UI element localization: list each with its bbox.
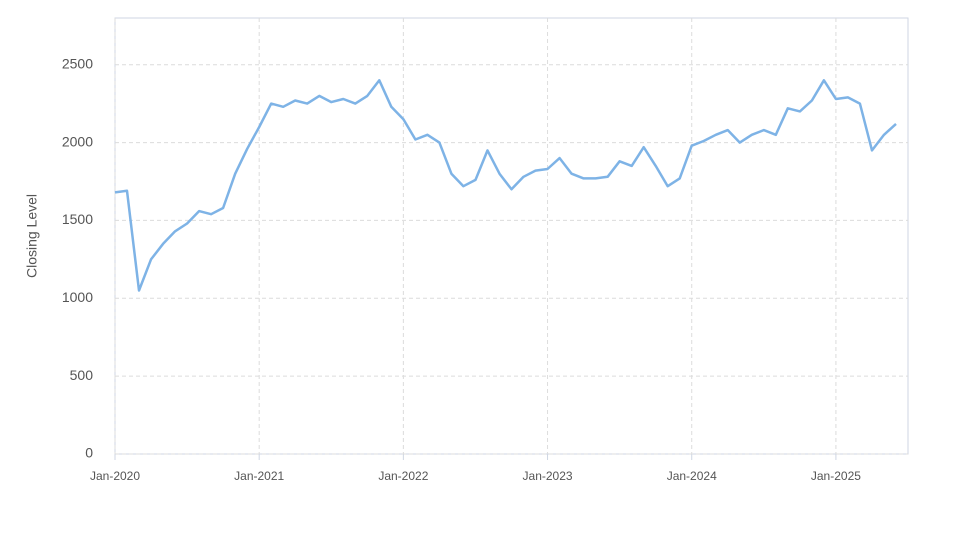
plot-frame — [114, 17, 909, 455]
y-tick-label: 2000 — [62, 133, 93, 149]
y-tick-label: 500 — [70, 367, 94, 383]
x-tick-label: Jan-2024 — [667, 469, 717, 483]
x-tick-label: Jan-2023 — [523, 469, 573, 483]
x-tick-label: Jan-2020 — [90, 469, 140, 483]
y-axis-label: Closing Level — [24, 194, 40, 278]
x-tick-label: Jan-2022 — [378, 469, 428, 483]
x-tick-label: Jan-2025 — [811, 469, 861, 483]
y-tick-label: 0 — [85, 445, 93, 461]
line-series — [114, 79, 897, 292]
y-tick-label: 1000 — [62, 289, 93, 305]
y-tick-label: 1500 — [62, 211, 93, 227]
y-tick-label: 2500 — [62, 55, 93, 71]
x-tick-label: Jan-2021 — [234, 469, 284, 483]
